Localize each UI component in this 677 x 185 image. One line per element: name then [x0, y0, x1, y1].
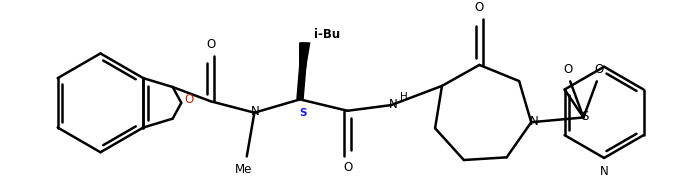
Text: N: N	[389, 98, 397, 111]
Text: S: S	[299, 108, 307, 118]
Text: O: O	[343, 161, 352, 174]
Text: Me: Me	[235, 163, 253, 176]
Text: N: N	[251, 105, 260, 118]
Polygon shape	[299, 42, 311, 99]
Text: S: S	[581, 110, 588, 123]
Text: O: O	[206, 38, 215, 51]
Text: O: O	[184, 93, 194, 107]
Text: H: H	[399, 92, 408, 102]
Text: O: O	[475, 1, 484, 14]
Text: N: N	[529, 115, 538, 128]
Text: N: N	[600, 165, 609, 178]
Text: i-Bu: i-Bu	[315, 28, 341, 41]
Text: O: O	[564, 63, 573, 76]
Text: O: O	[594, 63, 603, 76]
